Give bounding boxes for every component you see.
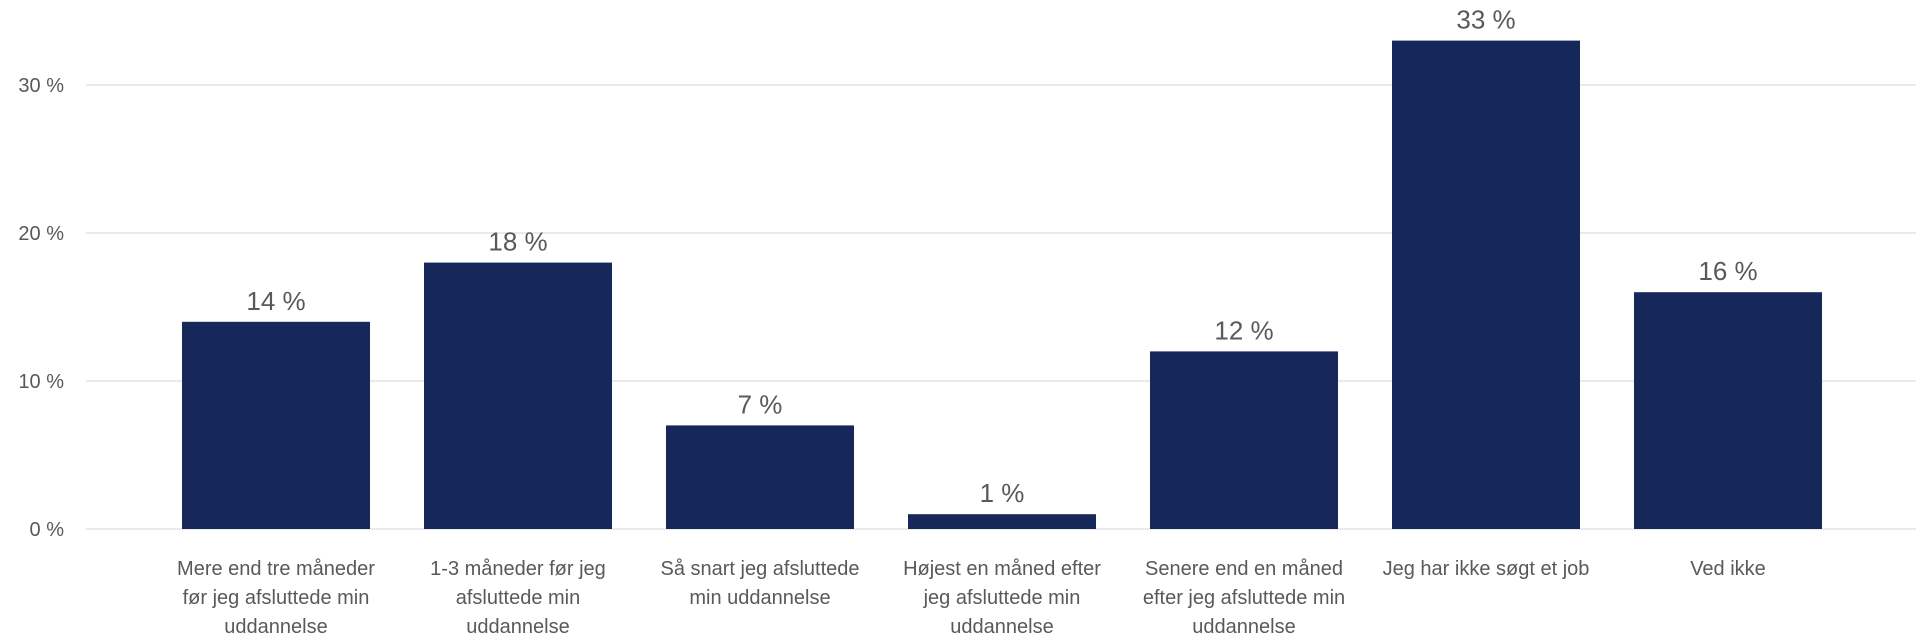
y-tick-label-10: 10 % [18,371,64,393]
category-label-line: Senere end en måned [1145,558,1343,580]
category-label-3: Højest en måned efter jeg afsluttede min u… [903,558,1101,638]
data-label-5: 33 % [1456,5,1515,35]
bar-1 [424,262,612,529]
category-label-5: Jeg har ikke søgt et job [1383,558,1590,580]
data-label-2: 7 % [738,389,783,419]
data-label-0: 14 % [246,286,305,316]
bar-5 [1392,40,1580,529]
category-label-line: Højest en måned efter [903,558,1101,580]
data-label-1: 18 % [488,227,547,257]
category-label-1: 1-3 måneder før jeg afsluttede min uddanne… [430,558,606,638]
category-label-line: efter jeg afsluttede min [1143,587,1345,609]
category-label-line: uddannelse [1192,616,1295,638]
category-label-line: Jeg har ikke søgt et job [1383,558,1590,580]
category-label-line: Ved ikke [1690,558,1766,580]
category-label-line: jeg afsluttede min [923,587,1081,609]
category-label-line: 1-3 måneder før jeg [430,558,606,580]
bar-6 [1634,292,1822,529]
bar-3 [908,514,1096,529]
y-tick-label-30: 30 % [18,75,64,97]
category-label-line: uddannelse [224,616,327,638]
bar-4 [1150,351,1338,529]
y-tick-label-0: 0 % [30,519,65,541]
category-label-line: afsluttede min [456,587,581,609]
category-label-line: uddannelse [466,616,569,638]
category-label-4: Senere end en måned efter jeg afsluttede … [1143,558,1345,638]
category-label-line: før jeg afsluttede min [183,587,370,609]
bar-0 [182,321,370,529]
category-label-line: min uddannelse [689,587,830,609]
category-label-line: Så snart jeg afsluttede [660,558,859,580]
y-tick-label-20: 20 % [18,223,64,245]
category-label-6: Ved ikke [1690,558,1766,580]
category-label-line: uddannelse [950,616,1053,638]
category-label-0: Mere end tre måneder før jeg afsluttede m… [177,558,375,638]
bar-2 [666,425,854,529]
category-label-line: Mere end tre måneder [177,558,375,580]
data-label-4: 12 % [1214,315,1273,345]
data-label-3: 1 % [980,478,1025,508]
category-label-2: Så snart jeg afsluttede min uddannelse [660,558,859,609]
data-label-6: 16 % [1698,256,1757,286]
